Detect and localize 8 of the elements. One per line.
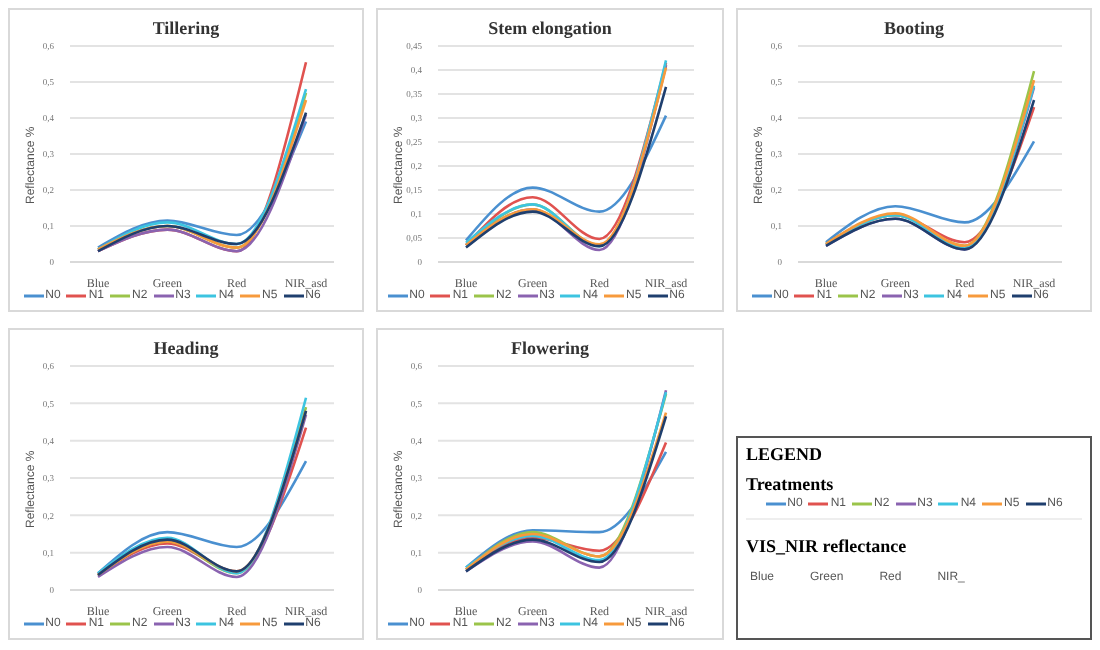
chart-title: Flowering <box>509 338 591 358</box>
chart-title: Heading <box>151 338 221 358</box>
text: VIS_NIR reflectance <box>746 536 909 556</box>
text: LEGEND <box>746 444 825 464</box>
chart-title: Booting <box>881 18 946 38</box>
chart-title: Tillering <box>150 18 222 38</box>
chart-title: Stem elongation <box>486 18 614 38</box>
text: Treatments <box>746 474 836 494</box>
